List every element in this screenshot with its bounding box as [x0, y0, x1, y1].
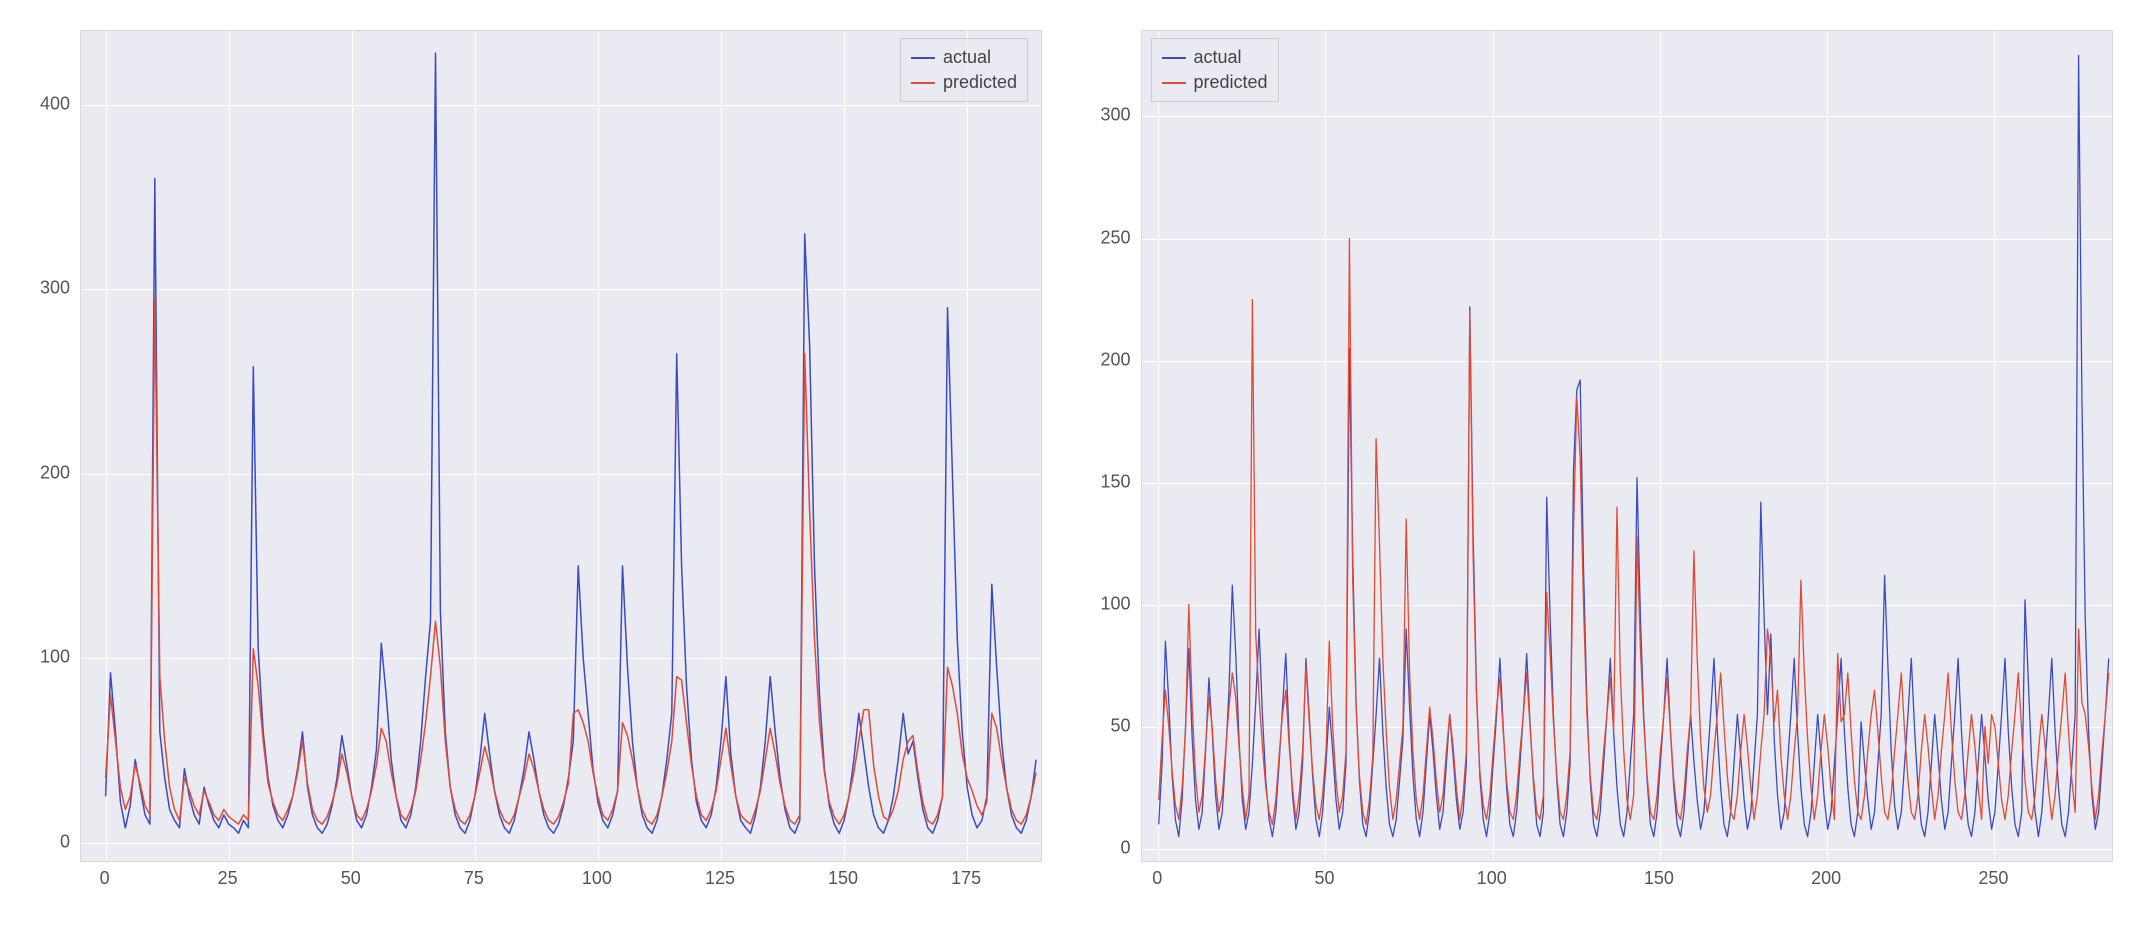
x-tick-label: 0: [1152, 868, 1162, 889]
legend: actualpredicted: [900, 38, 1028, 102]
y-tick-label: 200: [1100, 349, 1130, 370]
x-tick-label: 175: [951, 868, 981, 889]
figure: 01002003004000255075100125150175actualpr…: [0, 0, 2131, 925]
y-tick-label: 200: [40, 462, 70, 483]
x-tick-label: 25: [218, 868, 238, 889]
legend-label: actual: [943, 45, 991, 70]
series-actual: [1158, 55, 2108, 836]
series-svg: [1142, 31, 2112, 861]
x-tick-label: 50: [1314, 868, 1334, 889]
x-tick-label: 150: [828, 868, 858, 889]
x-tick-label: 0: [100, 868, 110, 889]
legend-swatch: [911, 57, 935, 59]
plot-area: [1141, 30, 2113, 862]
x-tick-label: 250: [1978, 868, 2008, 889]
series-predicted: [106, 298, 1037, 824]
legend-swatch: [1162, 82, 1186, 84]
series-predicted: [1158, 239, 2108, 825]
x-tick-label: 150: [1644, 868, 1674, 889]
legend-item: actual: [1162, 45, 1268, 70]
legend-swatch: [911, 82, 935, 84]
y-tick-label: 100: [40, 647, 70, 668]
y-tick-label: 0: [1120, 837, 1130, 858]
y-tick-label: 300: [1100, 105, 1130, 126]
x-tick-label: 125: [705, 868, 735, 889]
y-tick-label: 250: [1100, 227, 1130, 248]
y-tick-label: 100: [1100, 593, 1130, 614]
legend-label: predicted: [943, 70, 1017, 95]
plot-area: [80, 30, 1042, 862]
x-tick-label: 200: [1811, 868, 1841, 889]
x-tick-label: 75: [464, 868, 484, 889]
series-actual: [106, 53, 1037, 833]
legend-item: actual: [911, 45, 1017, 70]
right-subplot: 0 50 100 150 200 250 300 0 50 100 150 200 250 actualp…: [1081, 10, 2122, 915]
y-tick-label: 50: [1110, 715, 1130, 736]
y-tick-label: 150: [1100, 471, 1130, 492]
legend-item: predicted: [911, 70, 1017, 95]
x-tick-label: 50: [341, 868, 361, 889]
legend: actualpredicted: [1151, 38, 1279, 102]
series-svg: [81, 31, 1041, 861]
y-tick-label: 400: [40, 93, 70, 114]
x-tick-label: 100: [582, 868, 612, 889]
legend-label: predicted: [1194, 70, 1268, 95]
y-tick-label: 0: [60, 831, 70, 852]
y-tick-label: 300: [40, 278, 70, 299]
x-tick-label: 100: [1477, 868, 1507, 889]
legend-swatch: [1162, 57, 1186, 59]
legend-label: actual: [1194, 45, 1242, 70]
legend-item: predicted: [1162, 70, 1268, 95]
left-subplot: 0 100 200 300 400 0 25 50 75 100 125 150 175 actualpr…: [10, 10, 1051, 915]
